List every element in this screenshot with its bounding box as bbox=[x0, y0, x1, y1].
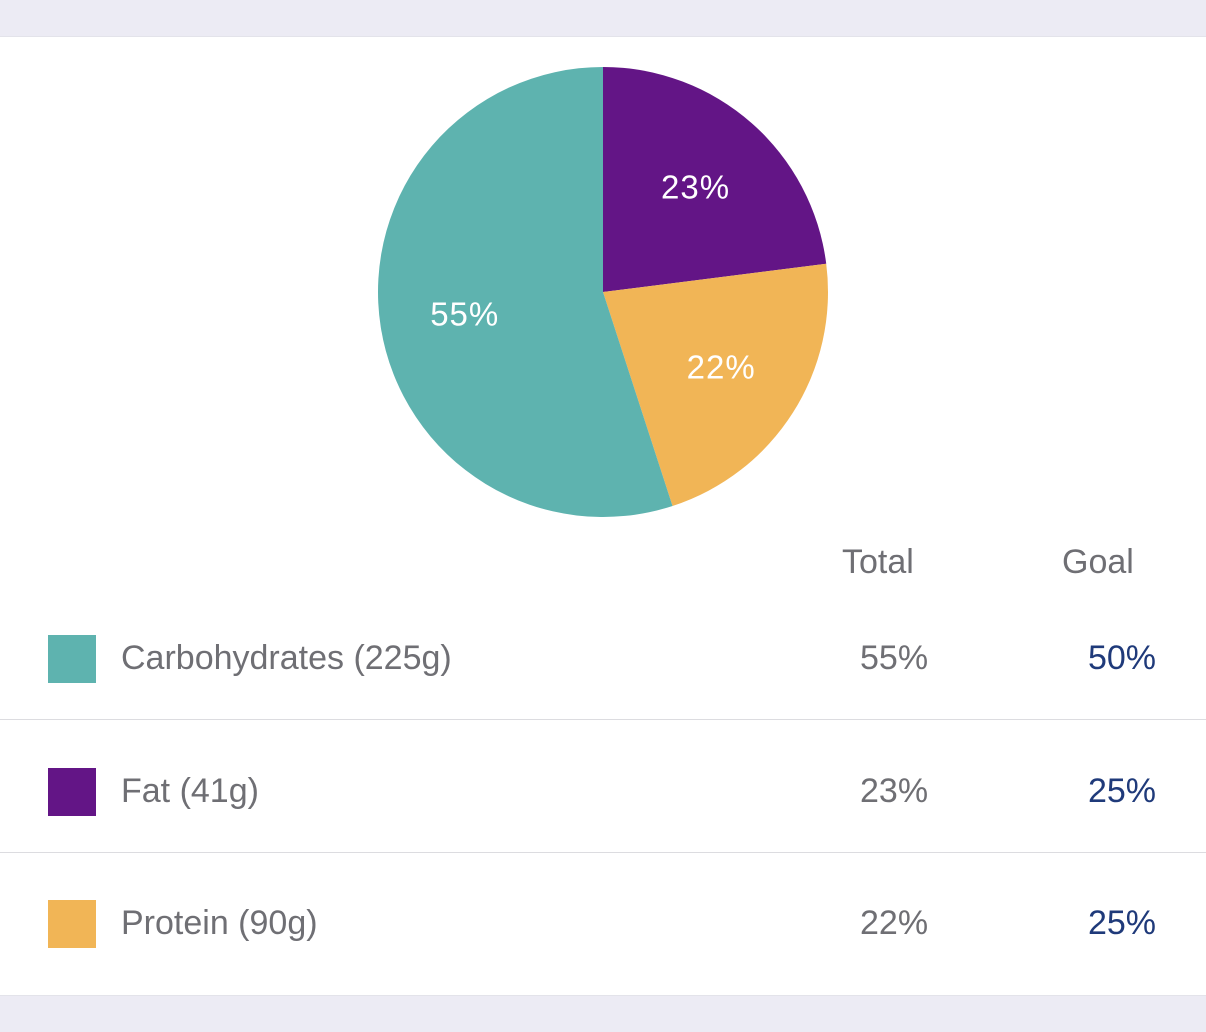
row-label: Carbohydrates (225g) bbox=[121, 639, 452, 677]
legend-swatch-fat bbox=[48, 768, 96, 816]
pie-slice-protein[interactable] bbox=[603, 263, 828, 506]
macronutrient-pie-chart: 23% 22% 55% bbox=[378, 67, 828, 517]
pie-label-protein: 22% bbox=[687, 349, 756, 386]
row-goal-value[interactable]: 50% bbox=[1087, 639, 1156, 677]
table-row-protein[interactable]: Protein (90g) 22% 25% bbox=[0, 852, 1206, 984]
table-row-fat[interactable]: Fat (41g) 23% 25% bbox=[0, 720, 1206, 853]
legend-swatch-protein bbox=[48, 900, 96, 948]
row-goal-value[interactable]: 25% bbox=[1087, 772, 1156, 810]
pie-slice-fat[interactable] bbox=[603, 67, 827, 292]
table-row-carbohydrates[interactable]: Carbohydrates (225g) 55% 50% bbox=[0, 587, 1206, 720]
row-total-value: 22% bbox=[860, 904, 929, 942]
row-goal-value[interactable]: 25% bbox=[1087, 904, 1156, 942]
column-header-goal: Goal bbox=[1062, 543, 1134, 581]
row-total-value: 23% bbox=[860, 772, 929, 810]
pie-label-fat: 23% bbox=[661, 168, 730, 205]
row-label: Protein (90g) bbox=[121, 904, 318, 942]
pie-label-carbohydrates: 55% bbox=[430, 295, 499, 332]
row-total-value: 55% bbox=[860, 639, 929, 677]
row-label: Fat (41g) bbox=[121, 772, 259, 810]
pie-slice-carbohydrates[interactable] bbox=[378, 67, 673, 517]
macronutrient-card: 23% 22% 55% Total Goal Carbohydrates (225g… bbox=[0, 36, 1206, 996]
legend-swatch-carbohydrates bbox=[48, 635, 96, 683]
column-header-total: Total bbox=[842, 543, 914, 581]
